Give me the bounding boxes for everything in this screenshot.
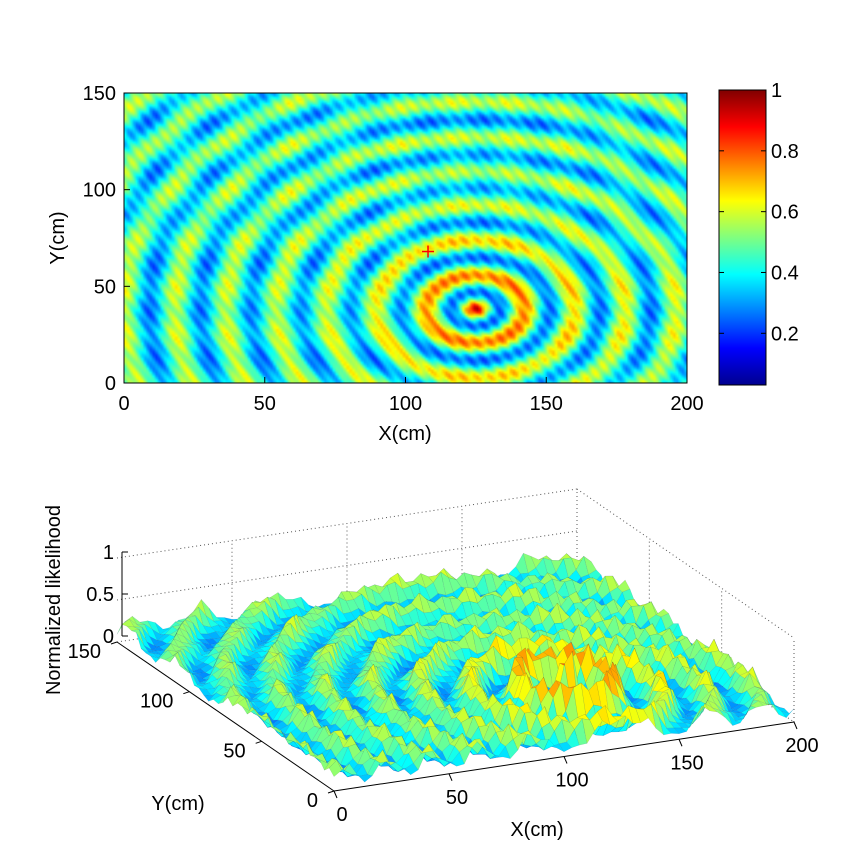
colorbar-tick-label: 1	[771, 80, 782, 102]
surface-xtick-mark	[793, 721, 798, 730]
surface-ytick-mark	[110, 641, 118, 645]
surface-ztick-label: 1	[103, 542, 114, 564]
surface-xtick-label: 150	[670, 752, 703, 774]
surface-ytick-mark	[255, 740, 262, 744]
surface-xtick-mark	[678, 739, 683, 747]
surface-ztick-label: 0.5	[86, 584, 114, 606]
heatmap-ytick-label: 100	[83, 180, 116, 202]
surface-xtick-label: 200	[785, 735, 818, 757]
surface-back-zgrid	[116, 530, 578, 601]
colorbar-tick-label: 0.2	[771, 323, 799, 345]
heatmap-xtick-label: 200	[670, 393, 703, 415]
heatmap-xtick-label: 150	[530, 393, 563, 415]
surface-ylabel: Y(cm)	[151, 793, 204, 815]
heatmap-image	[124, 93, 687, 383]
heatmap-ytick-label: 50	[94, 276, 116, 298]
heatmap-xlabel: X(cm)	[378, 423, 431, 445]
colorbar: 0.2 0.4 0.6 0.8 1	[718, 80, 799, 386]
heatmap-ytick-label: 0	[105, 373, 116, 395]
surface-xtick-mark	[448, 773, 453, 781]
surface-cell	[359, 774, 373, 783]
colorbar-tick-label: 0.6	[771, 202, 799, 224]
heatmap-xtick-label: 50	[254, 393, 276, 415]
surface-ytick-mark	[327, 790, 335, 794]
heatmap-ylabel: Y(cm)	[47, 211, 69, 264]
surface-xtick-label: 50	[446, 787, 468, 809]
surface-ytick-label: 100	[140, 691, 173, 713]
surface-xlabel: X(cm)	[510, 819, 563, 841]
surface-cell	[780, 708, 795, 719]
surface-ytick-label: 150	[68, 641, 101, 663]
heatmap-chart: 0 50 100 150 200 0 50 100 150 X(cm) Y(cm)	[47, 83, 704, 445]
surface-back-top	[116, 488, 578, 559]
surface-cell	[723, 653, 737, 670]
surface-cell	[762, 688, 775, 705]
surface-xtick-label: 0	[336, 804, 347, 826]
colorbar-gradient	[718, 89, 767, 386]
surface-y-axis	[116, 641, 335, 792]
surface-xtick-mark	[333, 790, 338, 799]
surface-cell	[776, 706, 790, 714]
heatmap-xtick-label: 100	[389, 393, 422, 415]
heatmap-xtick-label: 0	[118, 393, 129, 415]
surface-xtick-mark	[563, 756, 568, 764]
surface-ztick-label: 0	[103, 626, 114, 648]
surface-xtick-label: 100	[555, 770, 588, 792]
heatmap-ytick-label: 150	[83, 83, 116, 105]
surface-ytick-mark	[183, 691, 190, 695]
colorbar-tick-label: 0.8	[771, 141, 799, 163]
surface-zlabel: Normalized likelihood	[43, 505, 65, 695]
surface-ytick-label: 0	[307, 790, 318, 812]
surface-ytick-label: 50	[223, 740, 245, 762]
colorbar-tick-label: 0.4	[771, 262, 799, 284]
